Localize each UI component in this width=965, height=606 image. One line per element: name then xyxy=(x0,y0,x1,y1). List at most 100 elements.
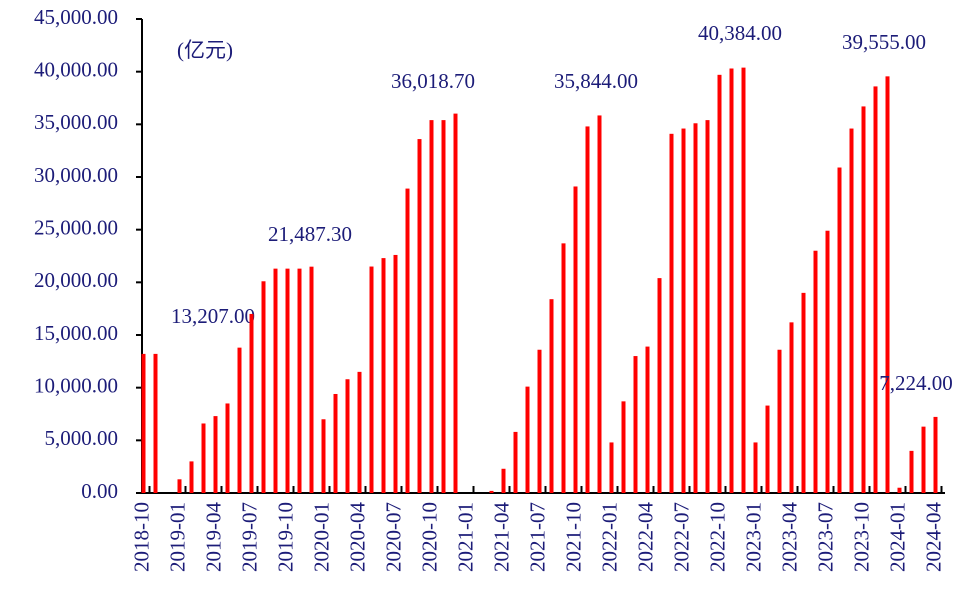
bar xyxy=(441,120,446,494)
bar xyxy=(765,405,770,493)
x-tick-label: 2023-01 xyxy=(741,502,765,572)
bar xyxy=(201,423,206,493)
bar xyxy=(813,250,818,493)
bar xyxy=(453,113,458,493)
bar xyxy=(561,243,566,493)
value-label: 21,487.30 xyxy=(268,222,352,246)
x-tick-label: 2024-01 xyxy=(885,502,909,572)
bar xyxy=(141,353,146,493)
bar xyxy=(489,490,494,493)
bar xyxy=(849,128,854,493)
bar xyxy=(381,258,386,493)
bar xyxy=(873,86,878,493)
bar xyxy=(741,67,746,494)
x-tick-label: 2019-10 xyxy=(273,502,297,572)
bar xyxy=(249,313,254,493)
bar xyxy=(609,442,614,493)
y-tick-label: 5,000.00 xyxy=(45,426,119,450)
x-tick-label: 2020-01 xyxy=(309,502,333,572)
x-tick-label: 2023-07 xyxy=(813,502,837,572)
bar xyxy=(417,139,422,493)
bar xyxy=(597,115,602,493)
bar xyxy=(585,126,590,493)
bar xyxy=(885,76,890,493)
y-tick-label: 0.00 xyxy=(81,479,118,503)
value-label: 7,224.00 xyxy=(879,371,953,395)
x-tick-label: 2019-01 xyxy=(165,502,189,572)
value-label: 35,844.00 xyxy=(554,69,638,93)
bar xyxy=(225,403,230,493)
bar xyxy=(309,266,314,493)
bar xyxy=(525,386,530,493)
x-tick-label: 2021-04 xyxy=(489,502,513,572)
bar xyxy=(909,450,914,493)
y-tick-label: 30,000.00 xyxy=(34,163,118,187)
y-tick-label: 35,000.00 xyxy=(34,110,118,134)
bar xyxy=(933,416,938,493)
x-tick-label: 2021-01 xyxy=(453,502,477,572)
bar xyxy=(501,468,506,493)
bar xyxy=(285,268,290,493)
bar xyxy=(729,68,734,494)
bar xyxy=(645,346,650,493)
x-tick-label: 2024-04 xyxy=(921,502,945,572)
y-tick-label: 45,000.00 xyxy=(34,5,118,29)
bar xyxy=(705,120,710,494)
bar xyxy=(861,106,866,493)
bar xyxy=(657,278,662,493)
x-tick-label: 2022-07 xyxy=(669,502,693,572)
bar xyxy=(837,167,842,493)
bar xyxy=(753,442,758,493)
y-tick-label: 15,000.00 xyxy=(34,321,118,345)
x-tick-label: 2019-07 xyxy=(237,502,261,572)
bar xyxy=(345,379,350,493)
bar xyxy=(177,479,182,493)
value-label: 40,384.00 xyxy=(698,21,782,45)
bar xyxy=(273,268,278,493)
bar xyxy=(189,461,194,493)
bar xyxy=(393,254,398,493)
bar xyxy=(333,393,338,493)
bar xyxy=(321,419,326,493)
value-label: 13,207.00 xyxy=(171,304,255,328)
bar xyxy=(513,431,518,493)
unit-annotation: (亿元) xyxy=(177,38,233,62)
x-tick-label: 2022-04 xyxy=(633,502,657,572)
bar xyxy=(213,416,218,493)
x-tick-label: 2021-07 xyxy=(525,502,549,572)
bar xyxy=(921,426,926,493)
bar xyxy=(549,299,554,493)
x-tick-label: 2020-04 xyxy=(345,502,369,572)
bar xyxy=(369,266,374,493)
bar xyxy=(693,123,698,493)
bar xyxy=(681,128,686,493)
bar xyxy=(621,401,626,493)
y-tick-label: 40,000.00 xyxy=(34,57,118,81)
x-tick-label: 2020-10 xyxy=(417,502,441,572)
bar xyxy=(357,371,362,493)
bar xyxy=(537,349,542,493)
x-tick-label: 2022-01 xyxy=(597,502,621,572)
bar xyxy=(153,353,158,493)
bar xyxy=(825,230,830,493)
bar xyxy=(297,268,302,493)
x-tick-label: 2020-07 xyxy=(381,502,405,572)
x-tick-label: 2023-10 xyxy=(849,502,873,572)
bar xyxy=(897,487,902,493)
bar xyxy=(405,188,410,493)
bar xyxy=(669,133,674,493)
bar xyxy=(429,120,434,494)
value-label: 36,018.70 xyxy=(391,69,475,93)
bar xyxy=(777,349,782,493)
x-tick-label: 2021-10 xyxy=(561,502,585,572)
y-tick-label: 20,000.00 xyxy=(34,268,118,292)
bar xyxy=(801,292,806,493)
bar xyxy=(237,347,242,493)
bar xyxy=(261,281,266,493)
x-tick-label: 2023-04 xyxy=(777,502,801,572)
y-tick-label: 10,000.00 xyxy=(34,373,118,397)
bar xyxy=(633,356,638,493)
bar xyxy=(789,322,794,493)
x-tick-label: 2018-10 xyxy=(129,502,153,572)
